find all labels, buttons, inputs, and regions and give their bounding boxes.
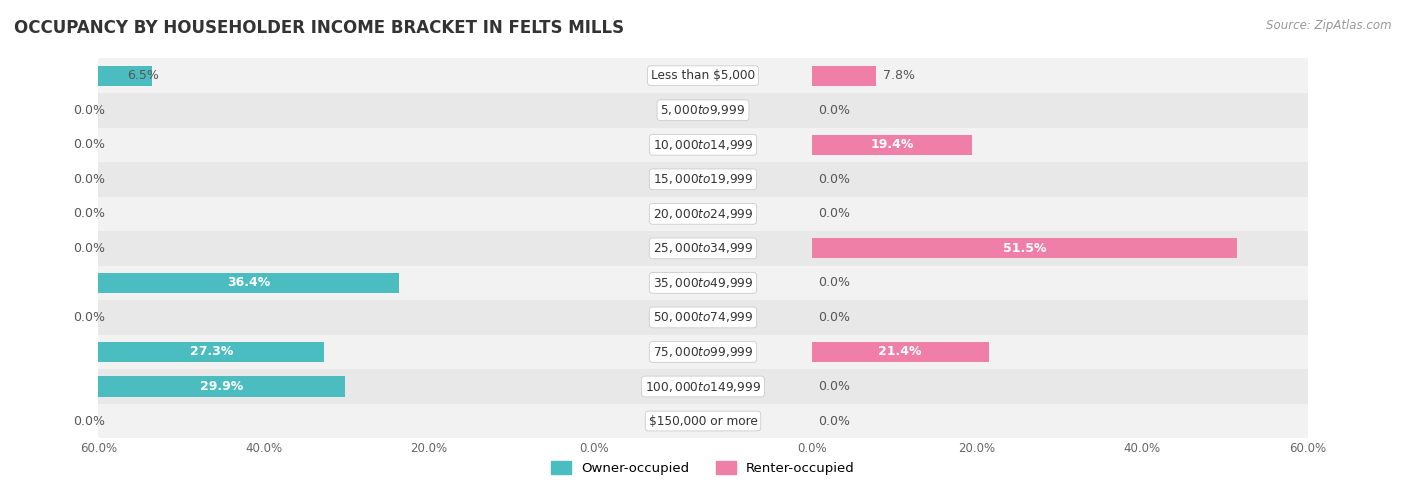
Bar bbox=[98, 58, 595, 93]
Text: 0.0%: 0.0% bbox=[73, 104, 105, 117]
Bar bbox=[811, 66, 876, 86]
Bar bbox=[811, 335, 1308, 369]
Text: 29.9%: 29.9% bbox=[200, 380, 243, 393]
Bar bbox=[595, 93, 811, 128]
Bar bbox=[811, 238, 1237, 259]
Text: 0.0%: 0.0% bbox=[818, 277, 851, 289]
Text: $15,000 to $19,999: $15,000 to $19,999 bbox=[652, 172, 754, 187]
Bar bbox=[98, 273, 399, 293]
Text: 0.0%: 0.0% bbox=[818, 104, 851, 117]
Text: 0.0%: 0.0% bbox=[73, 173, 105, 186]
Text: 0.0%: 0.0% bbox=[818, 207, 851, 220]
Bar bbox=[811, 58, 1308, 93]
Text: 0.0%: 0.0% bbox=[73, 242, 105, 255]
Text: 0.0%: 0.0% bbox=[73, 414, 105, 428]
Bar bbox=[811, 300, 1308, 335]
Bar bbox=[595, 404, 811, 438]
Text: $35,000 to $49,999: $35,000 to $49,999 bbox=[652, 276, 754, 290]
Bar bbox=[595, 300, 811, 335]
Text: 19.4%: 19.4% bbox=[870, 138, 914, 151]
Text: 0.0%: 0.0% bbox=[73, 207, 105, 220]
Text: $20,000 to $24,999: $20,000 to $24,999 bbox=[652, 207, 754, 221]
Bar bbox=[811, 404, 1308, 438]
Bar bbox=[98, 300, 595, 335]
Bar bbox=[98, 231, 595, 265]
Bar bbox=[98, 342, 323, 362]
Text: 6.5%: 6.5% bbox=[127, 69, 159, 82]
Text: 0.0%: 0.0% bbox=[818, 414, 851, 428]
Text: $25,000 to $34,999: $25,000 to $34,999 bbox=[652, 242, 754, 255]
Bar bbox=[595, 162, 811, 197]
Bar bbox=[98, 265, 595, 300]
Text: Source: ZipAtlas.com: Source: ZipAtlas.com bbox=[1267, 19, 1392, 33]
Bar bbox=[98, 66, 152, 86]
Bar bbox=[811, 265, 1308, 300]
Bar bbox=[98, 197, 595, 231]
Bar bbox=[98, 369, 595, 404]
Text: 36.4%: 36.4% bbox=[228, 277, 270, 289]
Text: 0.0%: 0.0% bbox=[818, 173, 851, 186]
Bar bbox=[595, 335, 811, 369]
Bar bbox=[595, 231, 811, 265]
Bar bbox=[595, 265, 811, 300]
Bar bbox=[811, 197, 1308, 231]
Bar bbox=[811, 231, 1308, 265]
Text: 21.4%: 21.4% bbox=[879, 345, 922, 358]
Bar bbox=[595, 58, 811, 93]
Bar bbox=[98, 376, 346, 396]
Legend: Owner-occupied, Renter-occupied: Owner-occupied, Renter-occupied bbox=[546, 456, 860, 480]
Bar bbox=[811, 369, 1308, 404]
Text: 0.0%: 0.0% bbox=[818, 311, 851, 324]
Bar bbox=[98, 335, 595, 369]
Bar bbox=[811, 135, 972, 155]
Text: $75,000 to $99,999: $75,000 to $99,999 bbox=[652, 345, 754, 359]
Bar bbox=[595, 369, 811, 404]
Text: 0.0%: 0.0% bbox=[73, 138, 105, 151]
Text: $150,000 or more: $150,000 or more bbox=[648, 414, 758, 428]
Text: $50,000 to $74,999: $50,000 to $74,999 bbox=[652, 310, 754, 324]
Bar bbox=[811, 93, 1308, 128]
Bar bbox=[98, 404, 595, 438]
Bar bbox=[811, 162, 1308, 197]
Bar bbox=[811, 128, 1308, 162]
Text: Less than $5,000: Less than $5,000 bbox=[651, 69, 755, 82]
Bar bbox=[98, 128, 595, 162]
Text: 0.0%: 0.0% bbox=[818, 380, 851, 393]
Bar bbox=[811, 342, 988, 362]
Bar bbox=[98, 162, 595, 197]
Bar bbox=[595, 197, 811, 231]
Text: $100,000 to $149,999: $100,000 to $149,999 bbox=[645, 379, 761, 393]
Text: 7.8%: 7.8% bbox=[883, 69, 915, 82]
Text: $5,000 to $9,999: $5,000 to $9,999 bbox=[661, 103, 745, 117]
Text: OCCUPANCY BY HOUSEHOLDER INCOME BRACKET IN FELTS MILLS: OCCUPANCY BY HOUSEHOLDER INCOME BRACKET … bbox=[14, 19, 624, 37]
Bar bbox=[595, 128, 811, 162]
Text: 0.0%: 0.0% bbox=[73, 311, 105, 324]
Text: $10,000 to $14,999: $10,000 to $14,999 bbox=[652, 138, 754, 152]
Text: 27.3%: 27.3% bbox=[190, 345, 233, 358]
Text: 51.5%: 51.5% bbox=[1002, 242, 1046, 255]
Bar bbox=[98, 93, 595, 128]
